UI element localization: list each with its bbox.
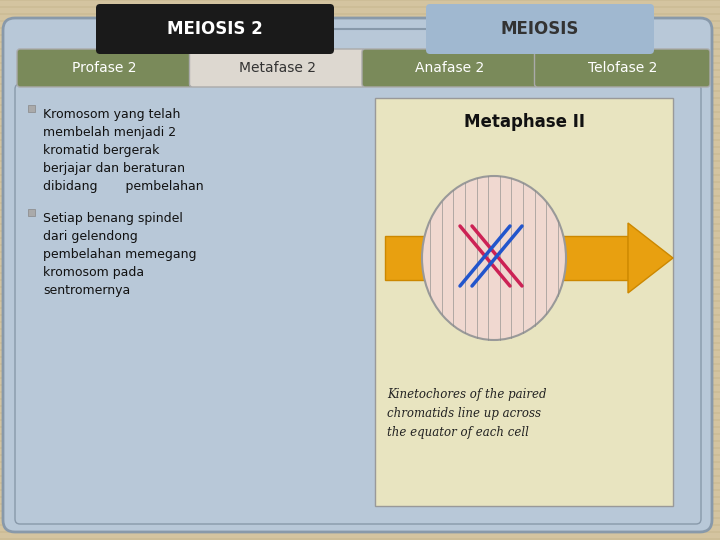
Text: Kinetochores of the paired
chromatids line up across
the equator of each cell: Kinetochores of the paired chromatids li… <box>387 388 546 439</box>
Text: dari gelendong: dari gelendong <box>43 230 138 243</box>
Bar <box>28 105 35 111</box>
Text: sentromernya: sentromernya <box>43 284 130 297</box>
FancyBboxPatch shape <box>534 49 710 87</box>
Text: Metafase 2: Metafase 2 <box>239 61 316 75</box>
Text: pembelahan memegang: pembelahan memegang <box>43 248 197 261</box>
FancyBboxPatch shape <box>15 84 701 524</box>
Text: berjajar dan beraturan: berjajar dan beraturan <box>43 162 185 175</box>
Text: MEIOSIS 2: MEIOSIS 2 <box>167 20 263 38</box>
FancyBboxPatch shape <box>375 98 673 506</box>
Text: kromosom pada: kromosom pada <box>43 266 144 279</box>
FancyBboxPatch shape <box>189 49 365 87</box>
Text: Profase 2: Profase 2 <box>73 61 137 75</box>
FancyBboxPatch shape <box>426 4 654 54</box>
Text: dibidang       pembelahan: dibidang pembelahan <box>43 180 204 193</box>
FancyBboxPatch shape <box>362 49 538 87</box>
Text: Telofase 2: Telofase 2 <box>588 61 657 75</box>
FancyBboxPatch shape <box>96 4 334 54</box>
Ellipse shape <box>422 176 566 340</box>
Text: Kromosom yang telah: Kromosom yang telah <box>43 108 181 121</box>
Bar <box>28 208 35 215</box>
Polygon shape <box>628 223 673 293</box>
Text: membelah menjadi 2: membelah menjadi 2 <box>43 126 176 139</box>
Bar <box>385 236 628 280</box>
Text: Setiap benang spindel: Setiap benang spindel <box>43 212 183 225</box>
FancyBboxPatch shape <box>17 49 192 87</box>
Text: Metaphase II: Metaphase II <box>464 113 585 131</box>
Text: Anafase 2: Anafase 2 <box>415 61 485 75</box>
FancyBboxPatch shape <box>3 18 712 532</box>
Text: kromatid bergerak: kromatid bergerak <box>43 144 159 157</box>
Text: MEIOSIS: MEIOSIS <box>501 20 579 38</box>
